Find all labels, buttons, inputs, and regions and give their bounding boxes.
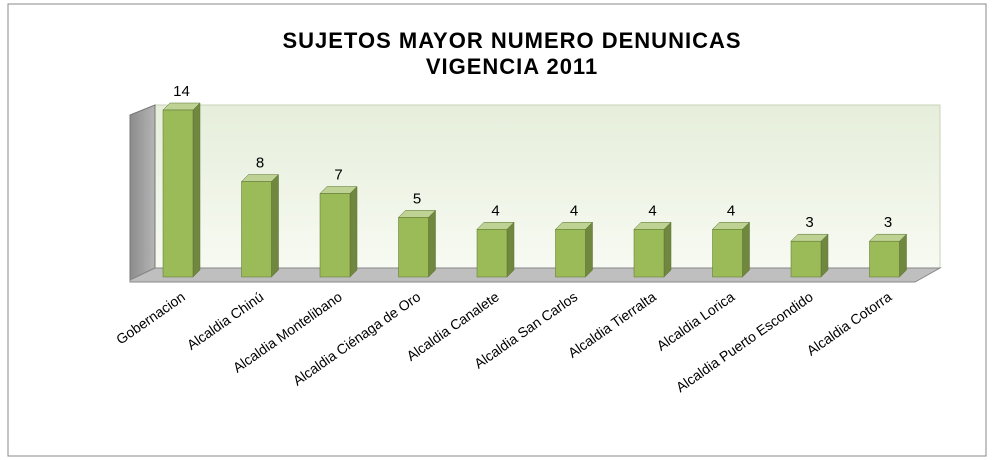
chart-title: SUJETOS MAYOR NUMERO DENUNICAS xyxy=(282,28,741,53)
x-tick-label: Alcaldia Lorica xyxy=(654,288,738,353)
x-tick-label: Alcaldia Ciénaga de Oro xyxy=(290,288,424,388)
value-label: 3 xyxy=(805,214,813,231)
x-tick-label: Alcaldia Puerto Escondido xyxy=(673,288,816,395)
bar xyxy=(633,229,665,278)
bar-side xyxy=(742,221,750,278)
bar-side xyxy=(663,221,672,278)
bar-side xyxy=(506,221,515,278)
bar xyxy=(476,229,508,278)
bar-side xyxy=(428,209,436,278)
bar xyxy=(398,217,429,278)
value-label: 4 xyxy=(491,202,499,219)
bar xyxy=(712,229,743,278)
value-label: 4 xyxy=(648,202,656,219)
x-tick-label: Alcaldia Tierralta xyxy=(565,288,659,361)
value-label: 7 xyxy=(334,166,342,183)
chart-subtitle: VIGENCIA 2011 xyxy=(426,54,598,79)
x-tick-label: Gobernacion xyxy=(113,288,188,347)
bar-side xyxy=(820,233,829,278)
x-tick-label: Alcaldia Chinú xyxy=(184,288,266,352)
bar-side xyxy=(899,233,907,278)
bar-side xyxy=(585,221,593,278)
x-tick-label: Alcaldia Cotorra xyxy=(804,288,895,358)
bar xyxy=(162,109,194,278)
frame xyxy=(7,3,987,457)
bar-side xyxy=(271,173,279,278)
value-label: 14 xyxy=(173,83,190,100)
value-label: 4 xyxy=(570,202,578,219)
bar-side xyxy=(349,185,358,278)
value-label: 3 xyxy=(884,214,892,231)
value-label: 5 xyxy=(413,190,421,207)
bar xyxy=(555,229,586,278)
bar xyxy=(319,193,351,278)
bar-side xyxy=(192,102,201,278)
bar xyxy=(790,240,822,278)
value-label: 8 xyxy=(256,155,264,172)
side-wall xyxy=(129,104,156,281)
bar xyxy=(869,240,900,278)
value-label: 4 xyxy=(727,202,735,219)
bar xyxy=(241,181,272,278)
